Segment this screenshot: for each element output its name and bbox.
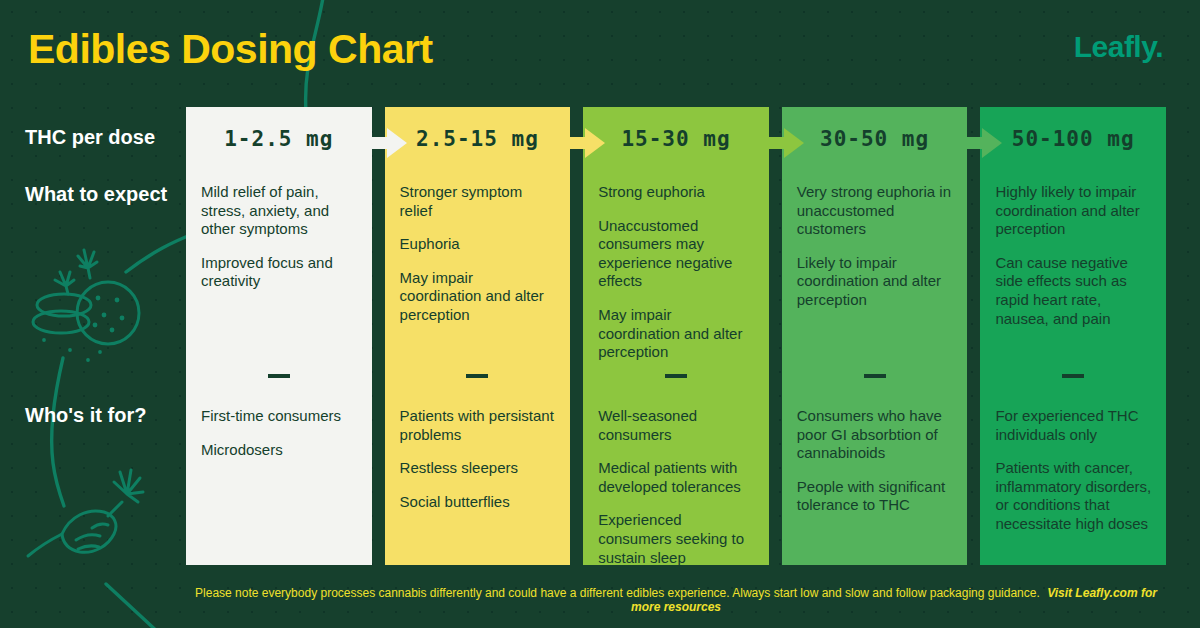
arrow-right-icon xyxy=(567,128,605,158)
dose-range: 50-100 mg xyxy=(986,127,1160,151)
who-item: Medical patients with developed toleranc… xyxy=(598,459,757,496)
dose-range: 30-50 mg xyxy=(788,127,962,151)
divider-dash xyxy=(186,374,372,378)
row-label-what-to-expect: What to expect xyxy=(25,183,167,206)
row-label-whos-it-for: Who's it for? xyxy=(25,404,146,427)
who-item: Microdosers xyxy=(201,441,360,460)
expect-item: Likely to impair coordination and alter … xyxy=(797,254,956,310)
footer-note: Please note everybody processes cannabis… xyxy=(195,586,1040,600)
expect-item: Euphoria xyxy=(400,235,559,254)
expect-item: Strong euphoria xyxy=(598,183,757,202)
who-item: Patients with cancer, inflammatory disor… xyxy=(995,459,1154,533)
expect-item: Can cause negative side effects such as … xyxy=(995,254,1154,328)
dose-columns: 1-2.5 mg Mild relief of pain, stress, an… xyxy=(186,107,1166,565)
expect-item: Unaccustomed consumers may experience ne… xyxy=(598,217,757,291)
cookies-illustration xyxy=(33,250,139,344)
who-item: Social butterflies xyxy=(400,493,559,512)
expect-section: Highly likely to impair coordination and… xyxy=(995,183,1154,343)
dose-column-1: 1-2.5 mg Mild relief of pain, stress, an… xyxy=(186,107,372,565)
footer-disclaimer: Please note everybody processes cannabis… xyxy=(186,586,1166,614)
who-item: Restless sleepers xyxy=(400,459,559,478)
dose-range: 15-30 mg xyxy=(589,127,763,151)
divider-dash xyxy=(583,374,769,378)
divider-dash xyxy=(980,374,1166,378)
who-item: Well-seasoned consumers xyxy=(598,407,757,444)
expect-item: May impair coordination and alter percep… xyxy=(400,269,559,325)
dose-range: 1-2.5 mg xyxy=(192,127,366,151)
who-section: For experienced THC individuals only Pat… xyxy=(995,407,1154,549)
divider-dash xyxy=(385,374,571,378)
arrow-right-icon xyxy=(964,128,1002,158)
expect-item: Very strong euphoria in unaccustomed cus… xyxy=(797,183,956,239)
expect-item: Mild relief of pain, stress, anxiety, an… xyxy=(201,183,360,239)
leafly-logo: Leafly. xyxy=(1074,30,1163,64)
expect-section: Mild relief of pain, stress, anxiety, an… xyxy=(201,183,360,306)
expect-section: Stronger symptom relief Euphoria May imp… xyxy=(400,183,559,340)
expect-item: Highly likely to impair coordination and… xyxy=(995,183,1154,239)
decor-curve-left xyxy=(52,358,64,506)
dose-range: 2.5-15 mg xyxy=(391,127,565,151)
arrow-right-icon xyxy=(369,128,407,158)
dose-column-3: 15-30 mg Strong euphoria Unaccustomed co… xyxy=(583,107,769,565)
page-title: Edibles Dosing Chart xyxy=(28,26,433,73)
expect-item: Stronger symptom relief xyxy=(400,183,559,220)
who-item: Experienced consumers seeking to sustain… xyxy=(598,511,757,567)
expect-section: Strong euphoria Unaccustomed consumers m… xyxy=(598,183,757,377)
dose-column-4: 30-50 mg Very strong euphoria in unaccus… xyxy=(782,107,968,565)
hand-leaf-illustration xyxy=(28,470,143,556)
who-section: Well-seasoned consumers Medical patients… xyxy=(598,407,757,582)
dose-column-5: 50-100 mg Highly likely to impair coordi… xyxy=(980,107,1166,565)
edibles-dosing-infographic: Edibles Dosing Chart Leafly. THC per dos… xyxy=(0,0,1200,628)
who-item: First-time consumers xyxy=(201,407,360,426)
divider-dash xyxy=(782,374,968,378)
who-item: People with significant tolerance to THC xyxy=(797,478,956,515)
expect-item: Improved focus and creativity xyxy=(201,254,360,291)
arrow-right-icon xyxy=(766,128,804,158)
expect-item: May impair coordination and alter percep… xyxy=(598,306,757,362)
dose-column-2: 2.5-15 mg Stronger symptom relief Euphor… xyxy=(385,107,571,565)
decor-curve-bottom xyxy=(106,584,160,628)
who-section: Consumers who have poor GI absorbtion of… xyxy=(797,407,956,530)
row-label-thc-per-dose: THC per dose xyxy=(25,126,155,149)
who-item: Patients with persistant problems xyxy=(400,407,559,444)
who-item: Consumers who have poor GI absorbtion of… xyxy=(797,407,956,463)
who-section: First-time consumers Microdosers xyxy=(201,407,360,474)
expect-section: Very strong euphoria in unaccustomed cus… xyxy=(797,183,956,325)
who-item: For experienced THC individuals only xyxy=(995,407,1154,444)
who-section: Patients with persistant problems Restle… xyxy=(400,407,559,526)
